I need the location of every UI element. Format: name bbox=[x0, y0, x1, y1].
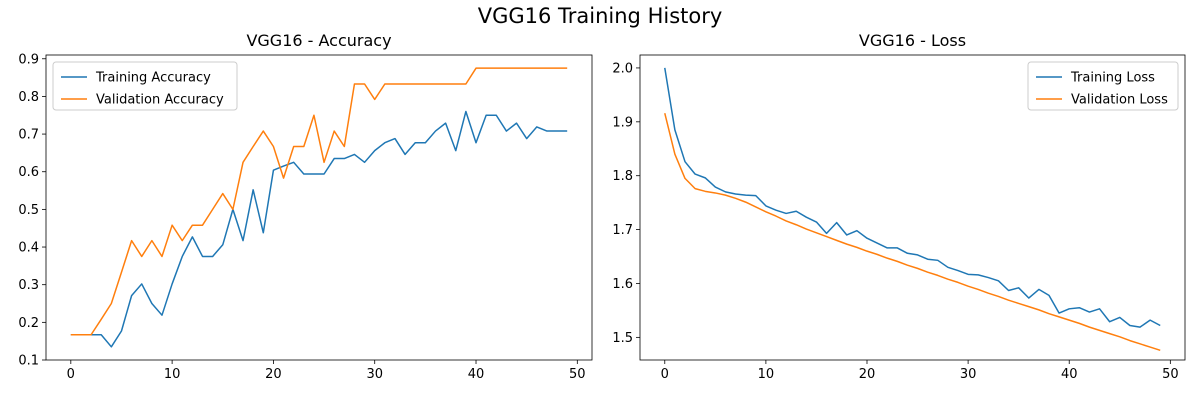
loss-chart: VGG16 - Loss 0 10 20 30 40 50 1.5 1.6 1.7 1.8 1.9 2.… bbox=[612, 31, 1186, 382]
x-tick-label: 10 bbox=[164, 367, 181, 382]
x-tick-label: 20 bbox=[265, 367, 282, 382]
x-tick-label: 30 bbox=[960, 367, 977, 382]
x-tick-label: 10 bbox=[758, 367, 775, 382]
axes-title: VGG16 - Accuracy bbox=[246, 31, 391, 50]
y-tick-label: 1.5 bbox=[612, 331, 633, 346]
x-tick-label: 50 bbox=[1162, 367, 1179, 382]
figure-title: VGG16 Training History bbox=[478, 4, 723, 28]
axes-frame bbox=[639, 54, 1186, 361]
axes-title: VGG16 - Loss bbox=[859, 31, 966, 50]
y-tick-label: 1.7 bbox=[612, 223, 633, 238]
legend: Training Loss Validation Loss bbox=[1027, 61, 1179, 111]
accuracy-chart: VGG16 - Accuracy 0 10 20 30 40 50 0.1 0.2 0.3 0.4 0… bbox=[18, 31, 593, 382]
x-tick-label: 20 bbox=[859, 367, 876, 382]
series-line-validation bbox=[70, 67, 568, 336]
y-tick-label: 0.1 bbox=[18, 354, 39, 369]
x-tick-label: 40 bbox=[1061, 367, 1078, 382]
series-line-training bbox=[70, 110, 568, 348]
y-tick-label: 1.6 bbox=[612, 277, 633, 292]
y-tick-label: 0.5 bbox=[18, 203, 39, 218]
series-line-training bbox=[664, 67, 1161, 328]
legend: Training Accuracy Validation Accuracy bbox=[52, 61, 238, 111]
y-tick-label: 1.9 bbox=[612, 115, 633, 130]
y-tick-label: 0.7 bbox=[18, 128, 39, 143]
x-tick-label: 0 bbox=[67, 367, 75, 382]
legend-box bbox=[1027, 61, 1179, 111]
x-tick-label: 50 bbox=[569, 367, 586, 382]
legend-label: Training Accuracy bbox=[95, 71, 211, 86]
x-tick-label: 0 bbox=[661, 367, 669, 382]
legend-label: Validation Accuracy bbox=[96, 93, 224, 108]
y-tick-label: 0.3 bbox=[18, 278, 39, 293]
series-line-validation bbox=[664, 113, 1161, 352]
y-tick-label: 1.8 bbox=[612, 169, 633, 184]
y-tick-label: 0.8 bbox=[18, 90, 39, 105]
legend-label: Training Loss bbox=[1070, 71, 1155, 86]
legend-box bbox=[52, 61, 238, 111]
y-tick-label: 2.0 bbox=[612, 61, 633, 76]
y-tick-label: 0.6 bbox=[18, 165, 39, 180]
axes-frame bbox=[45, 54, 593, 361]
y-tick-label: 0.9 bbox=[18, 52, 39, 67]
y-tick-label: 0.2 bbox=[18, 316, 39, 331]
y-tick-label: 0.4 bbox=[18, 241, 39, 256]
x-tick-label: 40 bbox=[468, 367, 485, 382]
x-tick-label: 30 bbox=[366, 367, 383, 382]
legend-label: Validation Loss bbox=[1071, 93, 1168, 108]
